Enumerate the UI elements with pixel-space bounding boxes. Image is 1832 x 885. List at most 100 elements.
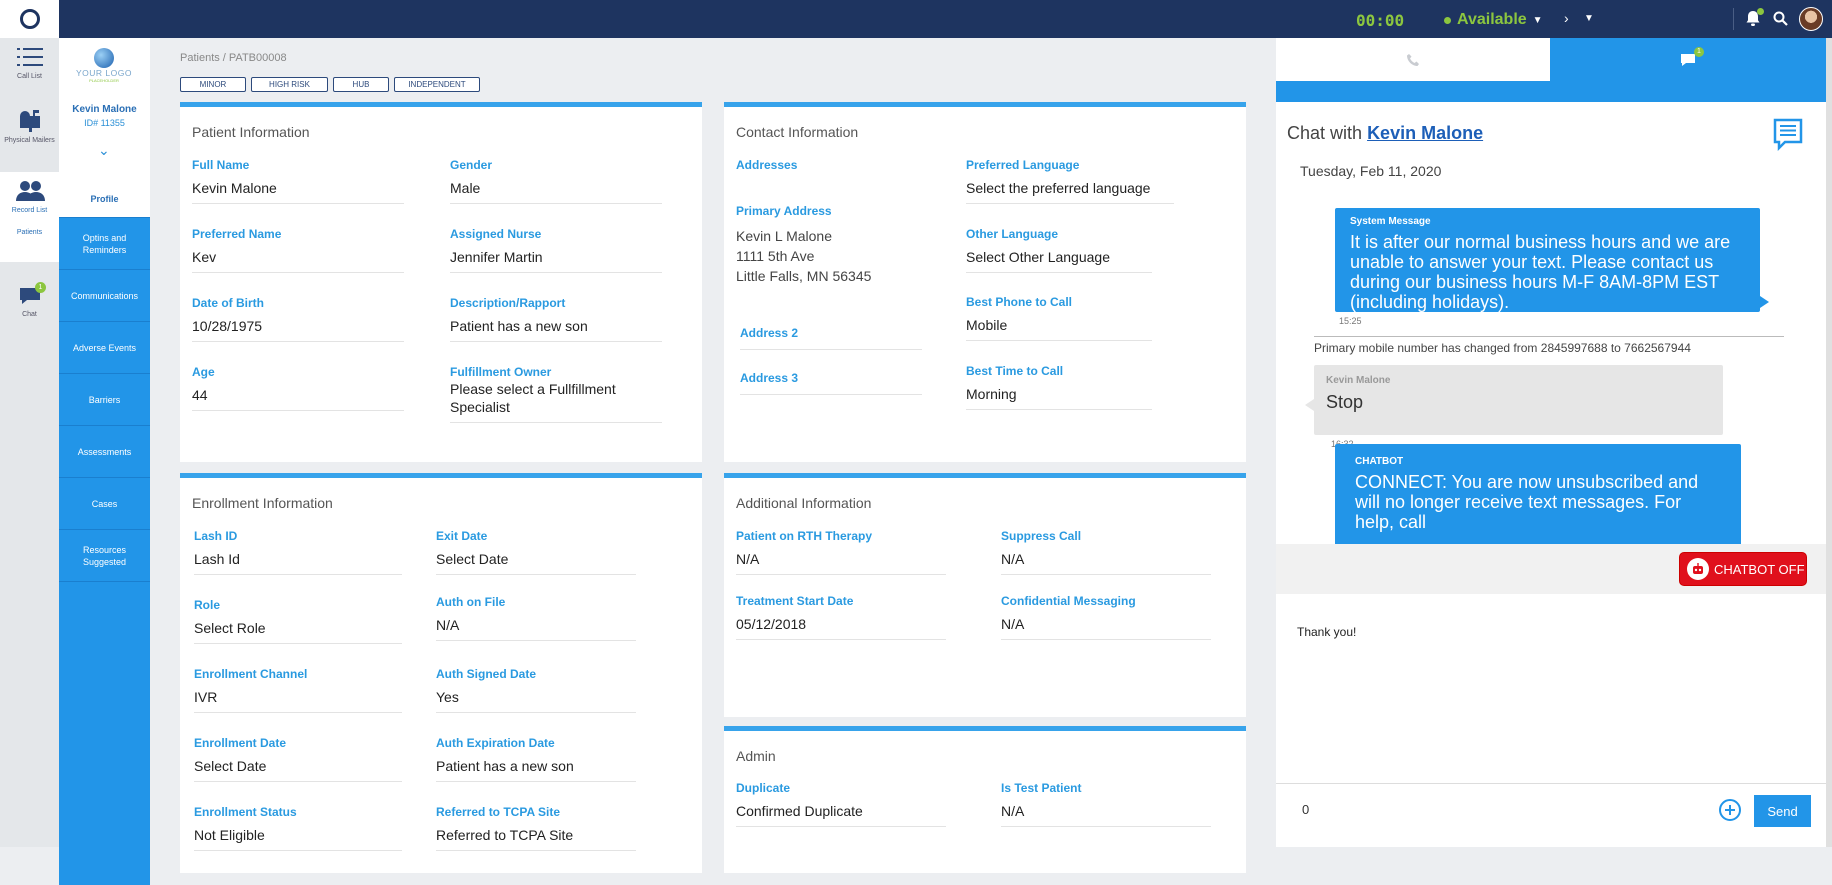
field-date-of-birth[interactable]: Date of Birth 10/28/1975: [192, 296, 404, 342]
field-value[interactable]: Lash Id: [194, 550, 402, 575]
field-value[interactable]: Kev: [192, 248, 404, 273]
app-logo[interactable]: [0, 0, 59, 38]
menu-communications[interactable]: Communications: [59, 270, 150, 322]
chat-contact-link[interactable]: Kevin Malone: [1367, 123, 1484, 143]
menu-adverse-events[interactable]: Adverse Events: [59, 322, 150, 374]
menu-resources-suggested[interactable]: Resources Suggested: [59, 530, 150, 582]
field-enrollment-date[interactable]: Enrollment Date Select Date: [194, 736, 402, 782]
field-value[interactable]: Morning: [966, 385, 1152, 410]
field-value[interactable]: 44: [192, 386, 404, 411]
tab-chat[interactable]: 1: [1550, 38, 1826, 81]
field-full-name[interactable]: Full Name Kevin Malone: [192, 158, 404, 204]
patient-name: Kevin Malone: [72, 104, 137, 115]
field-value[interactable]: Not Eligible: [194, 826, 402, 851]
nav-physical-mailers[interactable]: Physical Mailers: [0, 108, 59, 166]
field-value[interactable]: Jennifer Martin: [450, 248, 662, 273]
field-value[interactable]: Male: [450, 179, 662, 204]
menu-barriers[interactable]: Barriers: [59, 374, 150, 426]
tag-independent[interactable]: INDEPENDENT: [394, 77, 480, 92]
field-value[interactable]: Patient has a new son: [436, 757, 636, 782]
field-value[interactable]: IVR: [194, 688, 402, 713]
chevron-right-icon[interactable]: ›: [1564, 10, 1569, 26]
address-line: Little Falls, MN 56345: [736, 268, 872, 284]
user-avatar[interactable]: [1799, 7, 1823, 31]
field-confidential-messaging[interactable]: Confidential Messaging N/A: [1001, 594, 1211, 640]
chevron-down-icon[interactable]: ⌄: [98, 142, 110, 158]
field-value[interactable]: Select the preferred language: [966, 179, 1174, 204]
field-gender[interactable]: Gender Male: [450, 158, 662, 204]
message-input[interactable]: 0: [1302, 802, 1310, 817]
field-preferred-language[interactable]: Preferred Language Select the preferred l…: [966, 158, 1174, 204]
chatbot-toggle-button[interactable]: CHATBOT OFF: [1679, 552, 1807, 586]
transcript-icon[interactable]: [1773, 118, 1803, 156]
field-address-3[interactable]: Address 3: [740, 371, 922, 395]
field-value[interactable]: Select Date: [194, 757, 402, 782]
nav-call-list[interactable]: Call List: [0, 46, 59, 100]
field-value[interactable]: Yes: [436, 688, 636, 713]
chevron-down-icon[interactable]: ▼: [1584, 13, 1594, 24]
field-value[interactable]: Confirmed Duplicate: [736, 802, 946, 827]
field-rth-therapy[interactable]: Patient on RTH Therapy N/A: [736, 529, 946, 575]
field-auth-expiration-date[interactable]: Auth Expiration Date Patient has a new so…: [436, 736, 636, 782]
field-value[interactable]: N/A: [736, 550, 946, 575]
field-primary-address[interactable]: Primary Address Kevin L Malone 1111 5th …: [736, 204, 922, 286]
field-other-language[interactable]: Other Language Select Other Language: [966, 227, 1152, 273]
menu-assessments[interactable]: Assessments: [59, 426, 150, 478]
field-exit-date[interactable]: Exit Date Select Date: [436, 529, 636, 575]
field-best-time[interactable]: Best Time to Call Morning: [966, 364, 1152, 410]
field-best-phone[interactable]: Best Phone to Call Mobile: [966, 295, 1152, 341]
field-description-rapport[interactable]: Description/Rapport Patient has a new son: [450, 296, 662, 342]
tag-high-risk[interactable]: HIGH RISK: [251, 77, 328, 92]
field-auth-signed-date[interactable]: Auth Signed Date Yes: [436, 667, 636, 713]
field-suppress-call[interactable]: Suppress Call N/A: [1001, 529, 1211, 575]
field-value[interactable]: 10/28/1975: [192, 317, 404, 342]
menu-cases[interactable]: Cases: [59, 478, 150, 530]
field-address-2[interactable]: Address 2: [740, 326, 922, 350]
field-value[interactable]: Select Date: [436, 550, 636, 575]
field-preferred-name[interactable]: Preferred Name Kev: [192, 227, 404, 273]
field-value[interactable]: N/A: [436, 616, 636, 641]
field-enrollment-channel[interactable]: Enrollment Channel IVR: [194, 667, 402, 713]
field-value[interactable]: Mobile: [966, 316, 1152, 341]
nav-chat-label: Chat: [22, 311, 37, 318]
field-value[interactable]: N/A: [1001, 802, 1211, 827]
field-value[interactable]: Select Other Language: [966, 248, 1152, 273]
availability-status-dropdown[interactable]: Available ▼: [1444, 11, 1543, 29]
breadcrumb[interactable]: Patients / PATB00008: [180, 52, 287, 64]
field-value[interactable]: Please select a Fullfillment Specialist: [450, 380, 662, 423]
scrollbar[interactable]: [1826, 38, 1832, 847]
field-value[interactable]: Referred to TCPA Site: [436, 826, 636, 851]
divider: [1733, 8, 1734, 30]
notifications-bell-icon[interactable]: [1745, 8, 1764, 32]
field-value[interactable]: N/A: [1001, 615, 1211, 640]
field-assigned-nurse[interactable]: Assigned Nurse Jennifer Martin: [450, 227, 662, 273]
field-value[interactable]: 05/12/2018: [736, 615, 946, 640]
field-auth-on-file[interactable]: Auth on File N/A: [436, 595, 636, 641]
field-referred-tcpa[interactable]: Referred to TCPA Site Referred to TCPA Si…: [436, 805, 636, 851]
field-value[interactable]: Kevin Malone: [192, 179, 404, 204]
field-enrollment-status[interactable]: Enrollment Status Not Eligible: [194, 805, 402, 851]
tab-phone[interactable]: [1276, 38, 1550, 81]
field-value[interactable]: N/A: [1001, 550, 1211, 575]
field-lash-id[interactable]: Lash ID Lash Id: [194, 529, 402, 575]
chat-footer: 0 Send: [1276, 783, 1826, 847]
field-is-test-patient[interactable]: Is Test Patient N/A: [1001, 781, 1211, 827]
field-value[interactable]: Select Role: [194, 619, 402, 644]
tag-hub[interactable]: HUB: [333, 77, 389, 92]
draft-reply-text[interactable]: Thank you!: [1297, 625, 1357, 639]
add-circle-icon[interactable]: [1718, 798, 1742, 827]
send-button[interactable]: Send: [1754, 795, 1811, 827]
field-value[interactable]: Patient has a new son: [450, 317, 662, 342]
field-fulfillment-owner[interactable]: Fulfillment Owner Please select a Fullfil…: [450, 365, 662, 423]
nav-chat[interactable]: 1 Chat: [0, 282, 59, 336]
field-duplicate[interactable]: Duplicate Confirmed Duplicate: [736, 781, 946, 827]
field-age[interactable]: Age 44: [192, 365, 404, 411]
field-role[interactable]: Role Select Role: [194, 598, 402, 644]
nav-record-list[interactable]: Record List Patients: [0, 172, 59, 262]
field-treatment-start-date[interactable]: Treatment Start Date 05/12/2018: [736, 594, 946, 640]
menu-profile[interactable]: Profile: [59, 180, 150, 218]
menu-optins-reminders[interactable]: Optins and Reminders: [59, 218, 150, 270]
nav-patients-sublabel[interactable]: Patients: [16, 229, 43, 236]
search-icon[interactable]: [1773, 11, 1788, 31]
tag-minor[interactable]: MINOR: [180, 77, 246, 92]
